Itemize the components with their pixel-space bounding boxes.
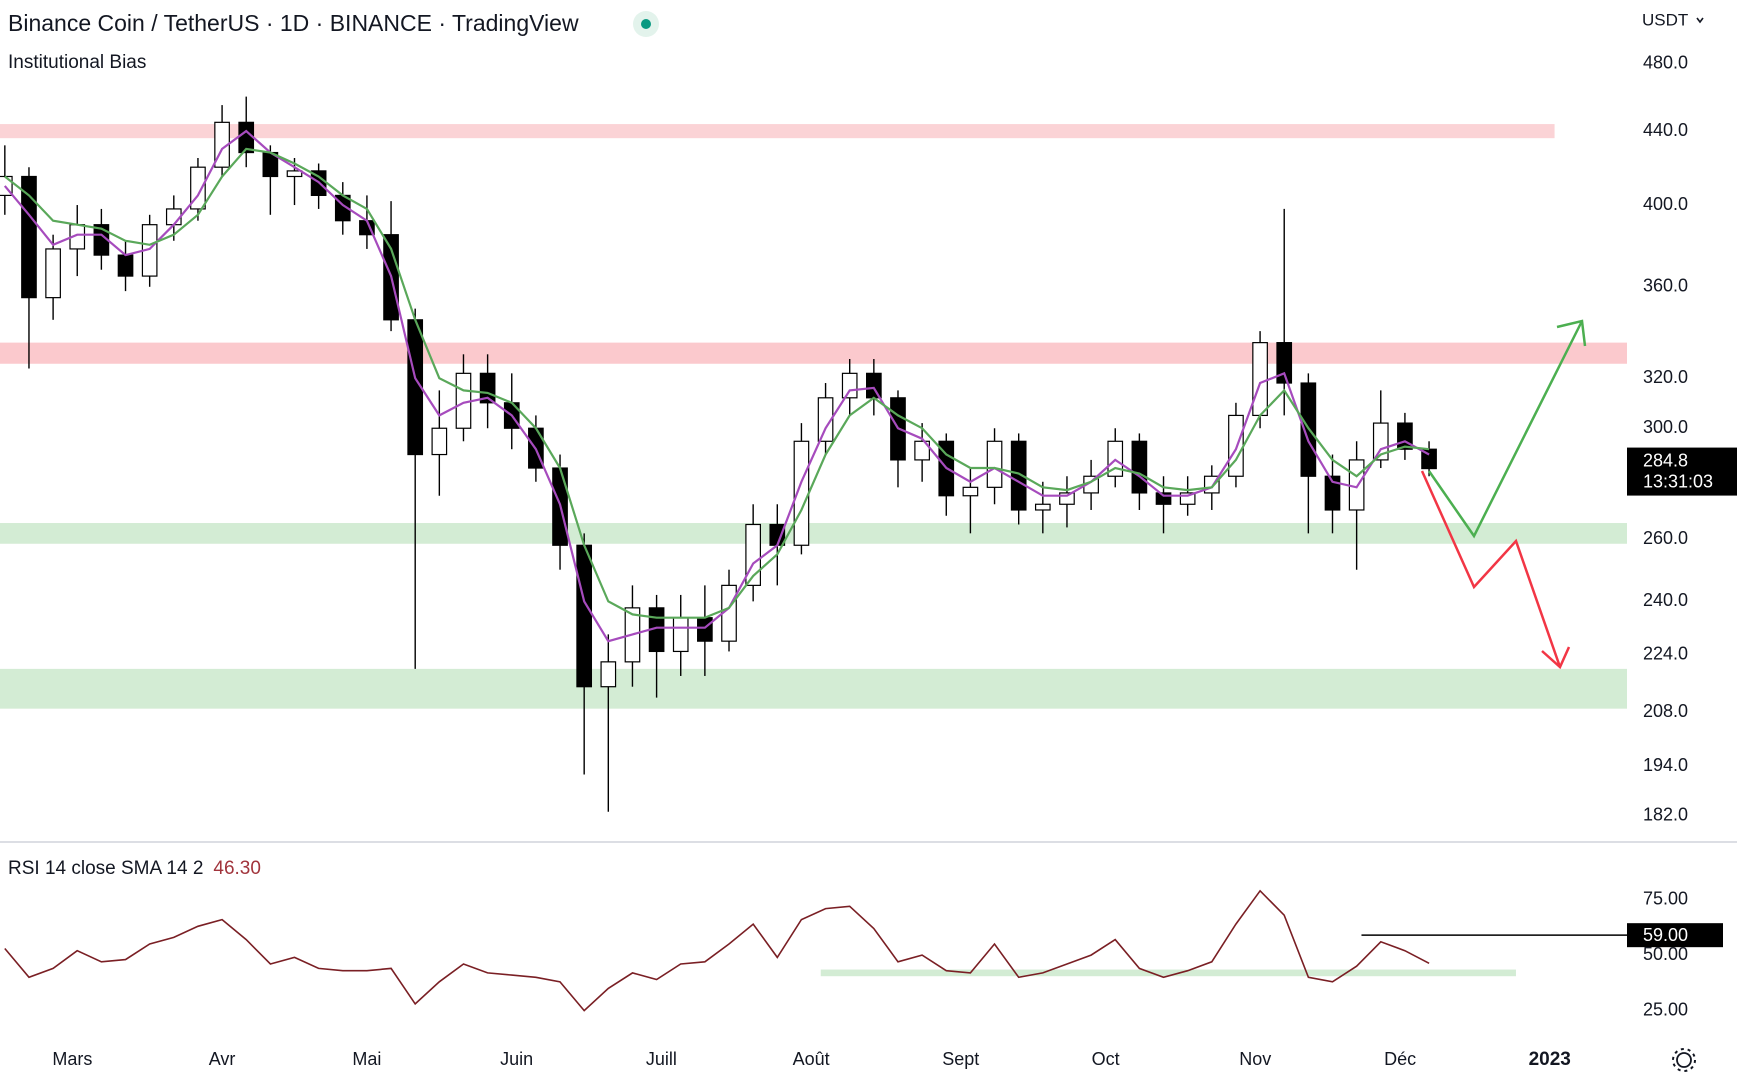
zone [0, 523, 1627, 544]
currency-selector[interactable]: USDT [1642, 10, 1688, 29]
x-tick-label: Nov [1239, 1049, 1271, 1069]
rsi-level-label: 59.00 [1643, 925, 1688, 945]
x-tick-label: Déc [1384, 1049, 1416, 1069]
y-tick-label: 400.0 [1643, 194, 1688, 214]
projection-down [1420, 470, 1562, 668]
candle-body [1324, 475, 1341, 511]
candle-body [1059, 492, 1075, 505]
candle-body [1252, 342, 1268, 417]
rsi-line [4, 889, 1430, 1012]
status-dot [641, 19, 651, 29]
settings-teeth[interactable] [1672, 1048, 1696, 1072]
candle-body [672, 617, 689, 653]
zone [0, 342, 1627, 364]
rsi-tick-label: 25.00 [1643, 999, 1688, 1019]
candle-body [1010, 440, 1027, 511]
projection-up [1427, 320, 1584, 539]
zone [0, 124, 1555, 139]
y-tick-label: 182.0 [1643, 805, 1688, 825]
moving-average [3, 129, 1430, 643]
rsi-value: 46.30 [213, 858, 261, 879]
y-tick-label: 208.0 [1643, 701, 1688, 721]
y-tick-label: 194.0 [1643, 755, 1688, 775]
candle-body [1276, 342, 1293, 384]
settings-gear[interactable] [1676, 1052, 1692, 1068]
overlay [3, 129, 1627, 1012]
candle-body [986, 440, 1003, 488]
rsi-tick-label: 75.00 [1643, 888, 1688, 908]
y-tick-label: 480.0 [1643, 52, 1688, 72]
candle-body [962, 486, 979, 497]
zones [0, 124, 1627, 709]
x-tick-label: Oct [1092, 1049, 1120, 1069]
candle-body [697, 617, 713, 642]
candle-body [1034, 503, 1051, 511]
rsi-band [820, 969, 1516, 977]
y-tick-label: 320.0 [1643, 367, 1688, 387]
x-tick-label: Avr [209, 1049, 236, 1069]
x-tick-label: Sept [942, 1049, 979, 1069]
candle-body [841, 372, 858, 399]
chart-subtitle: Institutional Bias [8, 52, 146, 73]
candle-body [600, 661, 617, 688]
candle-body [1131, 440, 1148, 494]
countdown: 13:31:03 [1643, 471, 1713, 491]
arrow-head-up [1556, 319, 1587, 347]
arrow-head-down [1541, 646, 1571, 670]
chart-title: Binance Coin / TetherUS · 1D · BINANCE ·… [8, 10, 579, 36]
candle-body [1372, 422, 1389, 461]
candle-body [431, 427, 448, 456]
candle-body [866, 372, 882, 399]
x-tick-label: Juin [500, 1049, 533, 1069]
candle-body [117, 254, 134, 277]
rsi-level-box [1627, 923, 1723, 948]
x-tick-label: Mai [352, 1049, 381, 1069]
x-tick-label: Juill [646, 1049, 677, 1069]
candle-body [576, 544, 593, 688]
y-tick-label: 224.0 [1643, 644, 1688, 664]
candle-body [45, 248, 61, 299]
rsi-title: RSI 14 close SMA 14 2 [8, 858, 203, 879]
candle-body [286, 170, 303, 178]
y-tick-label: 300.0 [1643, 417, 1688, 437]
y-tick-label: 240.0 [1643, 590, 1688, 610]
candle-body [1179, 492, 1196, 505]
candle-body [1155, 492, 1172, 505]
y-tick-label: 260.0 [1643, 528, 1688, 548]
moving-average [4, 147, 1430, 619]
settings-icon[interactable] [1672, 1048, 1696, 1072]
y-tick-label: 440.0 [1643, 120, 1688, 140]
last-price-label: 284.8 [1643, 450, 1688, 470]
candle-body [817, 397, 834, 442]
x-tick-label: Mars [52, 1049, 92, 1069]
x-tick-label: 2023 [1529, 1049, 1571, 1070]
x-tick-label: Août [793, 1049, 830, 1069]
candle-body [21, 175, 37, 299]
currency-chevron[interactable] [1696, 17, 1704, 24]
rsi-tick-label: 50.00 [1643, 944, 1688, 964]
candle-body [914, 440, 930, 461]
zone [0, 668, 1627, 709]
y-tick-label: 360.0 [1643, 276, 1688, 296]
last-price-box [1627, 447, 1737, 496]
candle-body [1348, 459, 1365, 511]
